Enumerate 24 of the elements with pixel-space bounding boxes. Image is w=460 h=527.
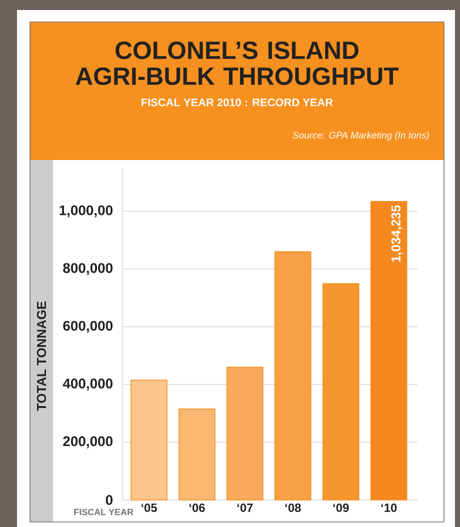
- bar: [226, 366, 264, 500]
- bar: [178, 408, 216, 500]
- y-tick-label: 1,000,00: [60, 205, 113, 218]
- x-tick-label: ‘10: [381, 504, 397, 512]
- x-axis-title: FISCAL YEAR: [74, 508, 134, 516]
- source-note: Source: GPA Marketing (In tons): [292, 132, 429, 140]
- y-tick-label: 400,000: [62, 378, 113, 390]
- y-tick-label: 0: [106, 495, 113, 505]
- x-tick-label: ‘08: [285, 504, 301, 512]
- y-axis-title: TOTAL TONNAGE: [36, 301, 46, 411]
- x-tick-label: ‘07: [237, 504, 253, 512]
- chart-title: COLONEL’S ISLAND AGRI-BULK THROUGHPUT: [76, 42, 399, 86]
- y-tick-label: 600,000: [63, 320, 113, 333]
- bar: [274, 251, 312, 500]
- bar: [322, 283, 360, 500]
- bar: [370, 201, 408, 500]
- y-tick-label: 200,000: [63, 436, 113, 448]
- data-label: 1,034,235: [391, 205, 402, 262]
- bar: [130, 380, 168, 500]
- x-tick-label: ‘06: [189, 504, 205, 512]
- y-tick-label: 800,000: [63, 263, 113, 275]
- x-tick-label: ‘09: [333, 504, 349, 512]
- chart-subtitle: FISCAL YEAR 2010 : RECORD YEAR: [142, 98, 333, 106]
- x-tick-label: ‘05: [142, 504, 157, 512]
